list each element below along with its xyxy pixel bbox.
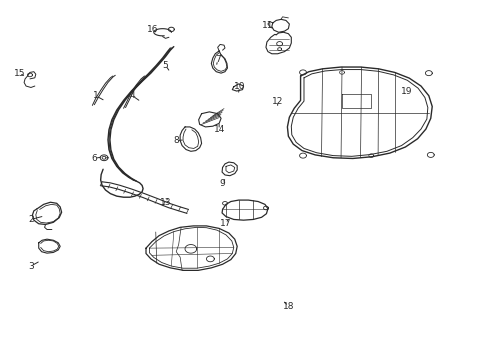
Text: 10: 10: [233, 82, 245, 91]
Text: 16: 16: [147, 25, 158, 34]
Text: 2: 2: [28, 215, 34, 224]
Text: 15: 15: [14, 69, 25, 78]
Text: 12: 12: [271, 96, 283, 105]
Text: 14: 14: [213, 125, 224, 134]
Text: 3: 3: [28, 262, 34, 271]
Text: 4: 4: [129, 91, 135, 100]
Text: 13: 13: [160, 198, 171, 207]
Text: 19: 19: [400, 86, 411, 95]
Text: 17: 17: [220, 219, 231, 228]
Text: 9: 9: [219, 179, 225, 188]
Text: 7: 7: [214, 55, 220, 64]
Text: 18: 18: [282, 302, 294, 311]
Text: 1: 1: [93, 91, 99, 100]
Text: 6: 6: [91, 154, 97, 163]
Text: 8: 8: [173, 136, 179, 145]
Text: 5: 5: [163, 61, 168, 70]
Text: 11: 11: [262, 21, 273, 30]
